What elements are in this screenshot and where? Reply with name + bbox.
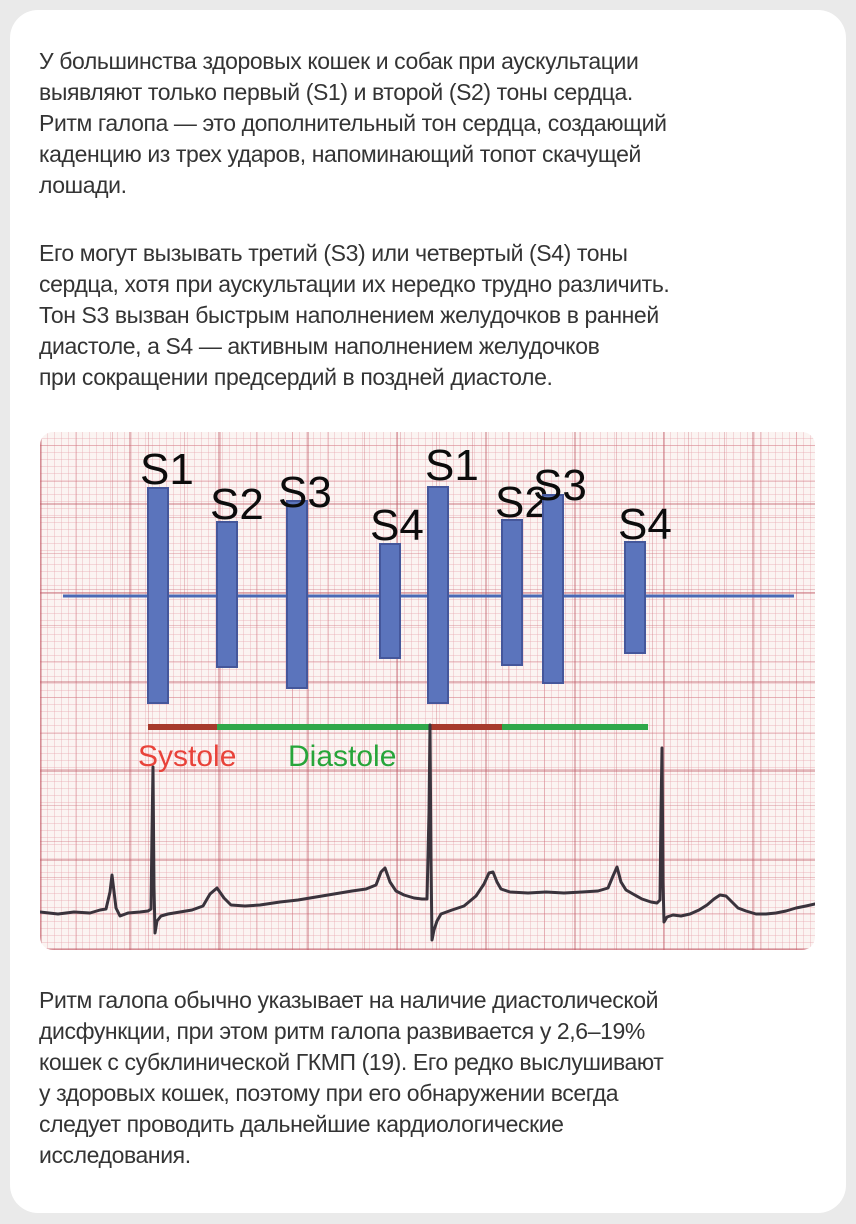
heart-sound-bar-label: S1 (140, 445, 194, 494)
ecg-trace (40, 723, 815, 942)
paragraph-s3-s4: Его могут вызывать третий (S3) или четве… (39, 240, 670, 390)
heart-sound-bar (379, 543, 401, 659)
heart-sound-bar (501, 519, 523, 666)
heart-sound-bar-label: S3 (533, 461, 587, 510)
heart-sound-bar (147, 487, 169, 704)
heart-sound-bar (286, 500, 308, 689)
ecg-figure: S1 S2 S3 S4 S1 S2 S3 S4 Systole Diastole (40, 432, 815, 950)
heart-sound-bar-label: S4 (618, 500, 672, 549)
phase-segment-diastole (217, 724, 430, 730)
diastole-label: Diastole (288, 740, 396, 773)
heart-sound-bar (624, 541, 646, 654)
heart-sound-bar-label: S2 (210, 480, 264, 529)
heart-sound-bar (216, 521, 238, 668)
phase-segment-diastole (502, 724, 648, 730)
heart-sound-bar-label: S1 (425, 441, 479, 490)
phase-segment-systole (430, 724, 502, 730)
heart-sound-bar-label: S2 (495, 478, 549, 527)
article-card: У большинства здоровых кошек и собак при… (10, 10, 846, 1213)
heart-sound-bar-label: S4 (370, 501, 424, 550)
phase-segment-systole (148, 724, 217, 730)
heart-sound-bar-label: S3 (278, 468, 332, 517)
paragraph-intro: У большинства здоровых кошек и собак при… (39, 48, 667, 198)
heart-sound-bar (427, 486, 449, 704)
paragraph-conclusion: Ритм галопа обычно указывает на наличие … (39, 987, 664, 1168)
heart-sound-bar (542, 494, 564, 684)
